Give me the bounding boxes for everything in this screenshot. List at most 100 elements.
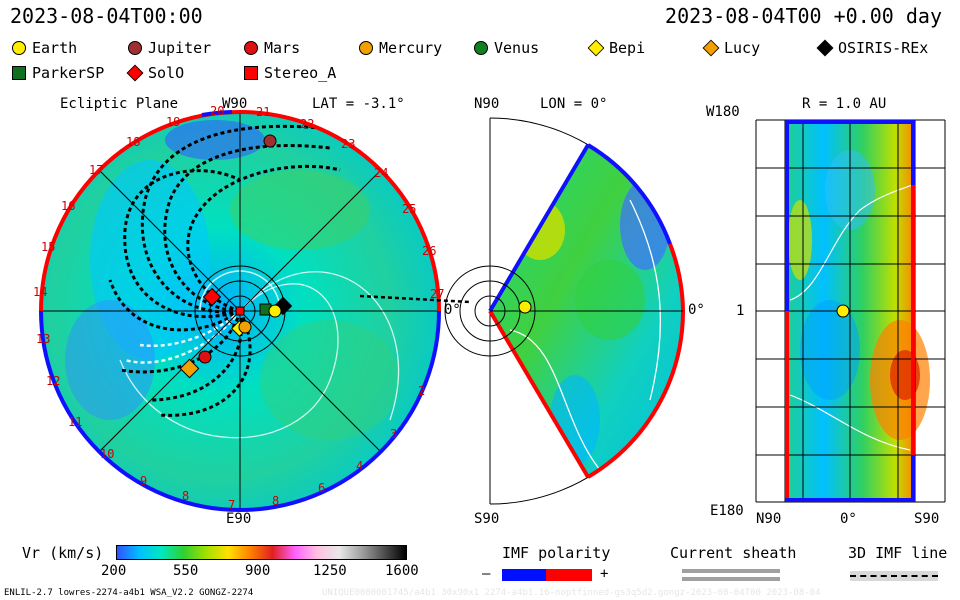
colorbar-tick-550: 550 (173, 563, 199, 579)
earth-marker-synoptic (836, 304, 850, 318)
right-timestamp: 2023-08-04T00 +0.00 day (665, 4, 942, 28)
meridional-bottom-label: S90 (474, 511, 500, 527)
legend-parkersp: ParkerSP (12, 64, 104, 82)
left-timestamp: 2023-08-04T00:00 (10, 4, 203, 28)
current-sheath-label: Current sheath (670, 544, 797, 562)
legend-label: Lucy (724, 39, 761, 57)
synoptic-left-mid: 1 (736, 303, 745, 319)
legend-label: Mercury (379, 39, 443, 57)
sector-number: 8 (272, 494, 279, 508)
meridional-lon: LON = 0° (540, 96, 608, 112)
legend-bepi: Bepi (587, 39, 645, 57)
synoptic-title: R = 1.0 AU (802, 96, 887, 112)
legend-jupiter: Jupiter (128, 39, 211, 57)
ecliptic-lat: LAT = -3.1° (312, 96, 405, 112)
legend-label: Earth (32, 39, 78, 57)
sector-number: 22 (300, 117, 314, 131)
sector-number: 18 (126, 135, 140, 149)
mars-circle-icon (244, 41, 258, 55)
sector-number: 15 (41, 240, 55, 254)
imf-3d-line-sample (850, 575, 938, 577)
sector-number: 12 (46, 374, 60, 388)
legend-mercury: Mercury (359, 39, 442, 57)
imf-negative-swatch (502, 569, 546, 581)
sector-number: 9 (140, 474, 147, 488)
colorbar-label: Vr (km/s) (22, 544, 104, 562)
legend-label: Jupiter (148, 39, 212, 57)
sector-number: 11 (68, 415, 82, 429)
imf-minus-sign: – (482, 566, 491, 582)
colorbar-tick-200: 200 (101, 563, 127, 579)
sector-number: 14 (33, 285, 47, 299)
sector-number: 4 (356, 459, 363, 473)
ecliptic-plane-plot: 2 3 4 6 8 7 8 9 10 11 12 13 14 15 16 17 … (33, 104, 471, 512)
synoptic-xtick-n90: N90 (756, 511, 782, 527)
sector-number: 17 (89, 163, 103, 177)
current-sheath-line-top (682, 569, 780, 573)
legend-label: Mars (264, 39, 301, 57)
synoptic-xtick-0: 0° (840, 511, 857, 527)
stereo-a-marker (235, 306, 245, 316)
imf-line-to-meridional (359, 294, 471, 304)
sector-number-labels: 2 3 4 6 8 7 8 9 10 11 12 13 14 15 16 17 … (33, 104, 444, 512)
legend-earth: Earth (12, 39, 77, 57)
current-sheath-line-bottom (682, 577, 780, 581)
sector-number: 7 (228, 498, 235, 512)
colorbar-tick-1250: 1250 (313, 563, 347, 579)
jupiter-marker (263, 134, 277, 148)
sector-number: 27 (430, 287, 444, 301)
sector-number: 24 (374, 166, 388, 180)
meridional-top-label: N90 (474, 96, 500, 112)
footer-model-info: ENLIL-2.7 lowres-2274-a4b1 WSA_V2.2 GONG… (4, 588, 254, 598)
ecliptic-title: Ecliptic Plane (60, 96, 179, 112)
sector-number: 21 (256, 105, 270, 119)
earth-marker (268, 304, 282, 318)
synoptic-xtick-s90: S90 (914, 511, 940, 527)
colorbar-tick-900: 900 (245, 563, 271, 579)
ecliptic-right-label: 0° (444, 302, 461, 318)
ecliptic-bottom-label: E90 (226, 511, 252, 527)
sector-number: 19 (166, 115, 180, 129)
synoptic-bottom-left: E180 (710, 503, 744, 519)
legend-mars: Mars (244, 39, 300, 57)
synoptic-map-plot (755, 119, 946, 503)
legend-label: ParkerSP (32, 64, 105, 82)
mars-marker (198, 350, 212, 364)
planet-markers (179, 134, 293, 379)
solo-marker (202, 287, 222, 307)
footer-run-id: UNIQUE0080001745/a4b1 30x90x1 2274-a4b1.… (322, 588, 821, 598)
legend-label: Stereo_A (264, 64, 337, 82)
imf-polarity-label: IMF polarity (502, 544, 611, 562)
legend-venus: Venus (474, 39, 539, 57)
sector-number: 6 (318, 481, 325, 495)
mercury-circle-icon (359, 41, 373, 55)
sector-number: 16 (61, 199, 75, 213)
earth-circle-icon (12, 41, 26, 55)
sector-number: 25 (402, 202, 416, 216)
legend-label: Venus (494, 39, 540, 57)
parkersp-square-icon (12, 66, 26, 80)
legend-stereo-a: Stereo_A (244, 64, 336, 82)
sector-number: 20 (210, 104, 224, 118)
sector-number: 2 (418, 384, 425, 398)
imf-positive-swatch (546, 569, 592, 581)
ecliptic-top-label: W90 (222, 96, 248, 112)
venus-circle-icon (474, 41, 488, 55)
imf-plus-sign: + (600, 566, 609, 582)
legend-osiris-rex: OSIRIS-REx (816, 39, 928, 57)
meridional-right-label: 0° (688, 302, 705, 318)
speed-colorbar (116, 545, 407, 560)
sector-number: 23 (341, 137, 355, 151)
sector-number: 26 (422, 244, 436, 258)
meridional-plane-plot (444, 117, 685, 505)
stereo-a-square-icon (244, 66, 258, 80)
colorbar-tick-1600: 1600 (385, 563, 419, 579)
synoptic-top-left: W180 (706, 104, 740, 120)
sector-number: 3 (390, 427, 397, 441)
earth-marker-meridional (518, 300, 532, 314)
sector-number: 13 (36, 332, 50, 346)
jupiter-circle-icon (128, 41, 142, 55)
ecliptic-features (65, 120, 400, 440)
legend-solo: SolO (126, 64, 184, 82)
